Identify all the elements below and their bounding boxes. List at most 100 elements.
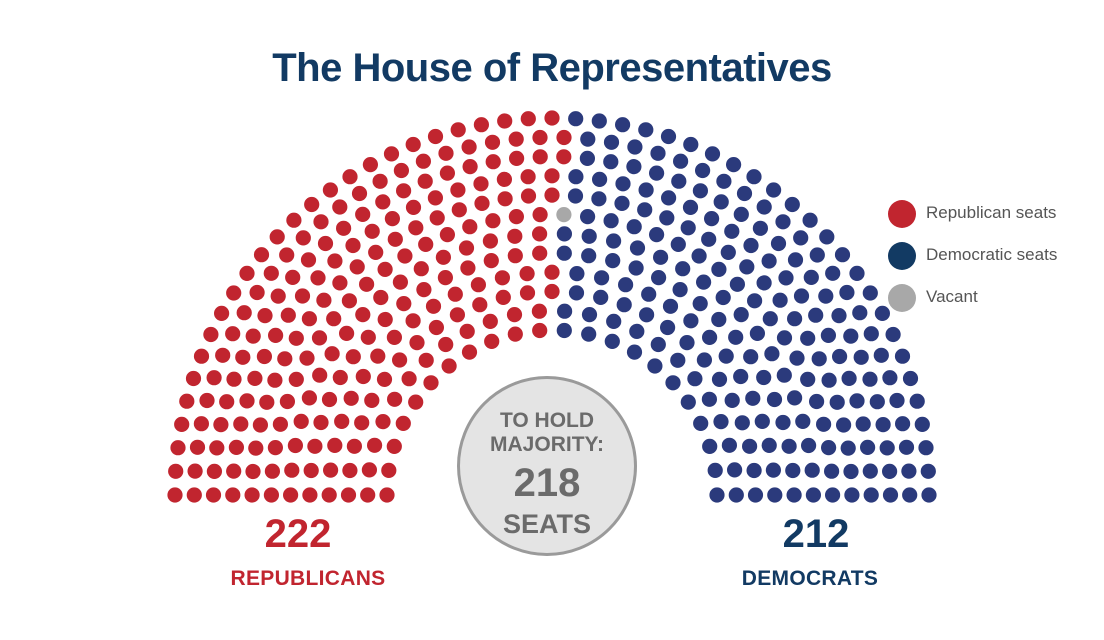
seat-republican-seats (449, 307, 465, 323)
seat-republican-seats (484, 134, 501, 150)
seat-republican-seats (556, 149, 572, 165)
seat-democratic-seats (745, 390, 761, 406)
seat-republican-seats (313, 414, 329, 431)
seat-republican-seats (458, 240, 475, 256)
seat-democratic-seats (831, 308, 847, 324)
chart-title: The House of Representatives (272, 46, 832, 90)
seat-democratic-seats (841, 370, 857, 386)
seat-republican-seats (209, 440, 225, 456)
seat-democratic-seats (825, 265, 841, 281)
seat-democratic-seats (581, 326, 597, 342)
seat-republican-seats (473, 176, 489, 192)
seat-republican-seats (438, 145, 454, 161)
seat-democratic-seats (649, 165, 665, 181)
seat-democratic-seats (801, 437, 817, 454)
seat-democratic-seats (696, 274, 712, 290)
seat-democratic-seats (852, 305, 868, 321)
seat-democratic-seats (593, 289, 609, 305)
seat-republican-seats (408, 394, 424, 410)
seat-democratic-seats (691, 248, 707, 264)
seat-republican-seats (186, 487, 202, 503)
seat-republican-seats (349, 259, 365, 275)
seat-republican-seats (364, 223, 380, 239)
seat-democratic-seats (591, 191, 607, 207)
seat-republican-seats (263, 265, 279, 281)
seat-democratic-seats (789, 350, 805, 366)
seat-democratic-seats (692, 296, 708, 312)
seat-republican-seats (401, 371, 417, 387)
seat-democratic-seats (729, 276, 746, 292)
seat-republican-seats (484, 333, 500, 349)
seat-democratic-seats (849, 393, 865, 409)
seat-republican-seats (323, 462, 339, 478)
seat-republican-seats (185, 370, 202, 387)
seat-republican-seats (508, 150, 525, 166)
seat-democratic-seats (568, 285, 585, 301)
seat-republican-seats (245, 328, 261, 344)
seat-republican-seats (219, 394, 235, 410)
seat-democratic-seats (618, 277, 634, 293)
seat-republican-seats (439, 165, 455, 181)
seat-republican-seats (179, 393, 195, 409)
seat-democratic-seats (918, 440, 934, 456)
seat-democratic-seats (920, 463, 936, 479)
seat-democratic-seats (687, 371, 703, 387)
seat-republican-seats (381, 462, 397, 478)
seat-democratic-seats (675, 261, 691, 277)
seat-republican-seats (193, 348, 210, 364)
seat-republican-seats (312, 367, 328, 383)
seat-democratic-seats (855, 416, 871, 432)
seat-democratic-seats (803, 269, 819, 285)
seat-democratic-seats (746, 169, 762, 185)
seat-republican-seats (326, 311, 342, 327)
seat-republican-seats (386, 329, 402, 345)
seat-republican-seats (438, 336, 454, 353)
seat-republican-seats (474, 195, 490, 211)
seat-democratic-seats (869, 394, 885, 410)
seat-democratic-seats (672, 282, 688, 298)
seat-democratic-seats (898, 439, 915, 455)
seat-republican-seats (387, 391, 403, 407)
seat-republican-seats (317, 235, 334, 252)
seat-republican-seats (495, 289, 511, 305)
seat-republican-seats (287, 437, 303, 454)
seat-democratic-seats (696, 352, 713, 368)
seat-republican-seats (244, 487, 260, 503)
seat-democratic-seats (793, 288, 810, 304)
seat-republican-seats (286, 212, 302, 228)
seat-democratic-seats (649, 227, 665, 243)
seat-republican-seats (193, 416, 209, 432)
seat-republican-seats (288, 371, 304, 387)
seat-democratic-seats (581, 248, 597, 264)
seat-democratic-seats (809, 393, 825, 410)
seat-democratic-seats (844, 487, 860, 503)
legend-label-vacant: Vacant (926, 287, 978, 306)
democrat-label: DEMOCRATS (741, 567, 879, 590)
seat-republican-seats (226, 285, 242, 301)
seat-republican-seats (470, 277, 486, 293)
seat-republican-seats (341, 293, 357, 309)
seat-democratic-seats (734, 415, 750, 431)
seat-democratic-seats (628, 260, 644, 276)
seat-republican-seats (507, 248, 523, 264)
seat-democratic-seats (594, 270, 610, 286)
seat-democratic-seats (862, 285, 878, 301)
seat-republican-seats (264, 463, 280, 479)
seat-republican-seats (345, 349, 361, 365)
seat-republican-seats (280, 307, 296, 323)
seat-democratic-seats (914, 416, 930, 432)
seat-republican-seats (247, 370, 263, 386)
seat-republican-seats (532, 245, 548, 261)
seat-republican-seats (215, 347, 231, 363)
seat-republican-seats (428, 319, 444, 336)
seat-democratic-seats (606, 313, 622, 329)
seat-democratic-seats (778, 270, 794, 286)
seat-republican-seats (355, 206, 371, 222)
seat-republican-seats (316, 292, 332, 308)
seat-democratic-seats (653, 249, 669, 265)
seat-republican-seats (270, 288, 286, 304)
seat-republican-seats (239, 265, 255, 281)
seat-republican-seats (321, 487, 337, 503)
seat-republican-seats (267, 440, 283, 456)
seat-republican-seats (370, 348, 386, 364)
